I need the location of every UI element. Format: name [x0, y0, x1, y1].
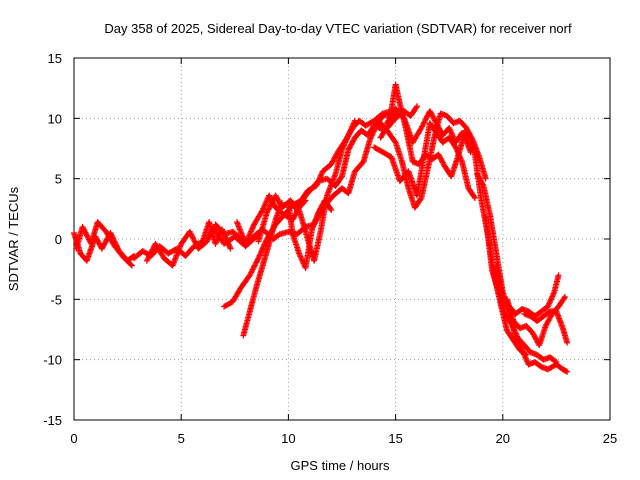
data-point	[561, 293, 568, 300]
series-track-11	[296, 117, 358, 264]
y-tick-label: 0	[55, 232, 62, 247]
data-point	[372, 123, 379, 130]
data-point	[262, 240, 269, 247]
series-track-20	[521, 308, 571, 346]
data-point	[257, 251, 264, 258]
data-point	[327, 205, 334, 212]
x-tick-label: 0	[70, 431, 77, 446]
data-point	[243, 238, 250, 245]
data-point	[376, 124, 383, 131]
data-point	[248, 228, 255, 235]
data-point	[261, 241, 268, 248]
data-point	[278, 199, 285, 206]
data-point	[255, 255, 262, 262]
y-axis-label: SDTVAR / TECUs	[6, 186, 21, 291]
data-point	[518, 345, 525, 352]
data-point	[564, 339, 571, 346]
data-point	[244, 235, 251, 242]
series-track-9	[240, 199, 285, 339]
data-point	[226, 242, 233, 249]
data-point	[245, 233, 252, 240]
data-point	[207, 230, 214, 237]
data-point	[259, 247, 266, 254]
data-point	[417, 196, 424, 203]
y-tick-label: -10	[43, 353, 62, 368]
data-point	[255, 253, 262, 260]
data-point	[205, 235, 212, 242]
data-point	[391, 138, 398, 145]
data-point	[246, 232, 253, 239]
data-point	[351, 117, 358, 124]
data-point	[260, 242, 267, 249]
data-point	[328, 207, 335, 214]
data-point	[301, 198, 308, 205]
series-track-2	[73, 219, 135, 269]
series-track-17	[482, 214, 560, 366]
series-track-4	[143, 225, 260, 269]
data-point	[206, 233, 213, 240]
data-point	[302, 197, 309, 204]
data-point	[246, 231, 253, 238]
data-marks	[71, 81, 571, 375]
y-tick-label: 15	[48, 51, 62, 66]
data-point	[259, 245, 266, 252]
data-point	[256, 252, 263, 259]
data-point	[479, 181, 486, 188]
chart-title: Day 358 of 2025, Sidereal Day-to-day VTE…	[104, 21, 572, 36]
data-point	[203, 238, 210, 245]
data-point	[248, 227, 255, 234]
x-tick-label: 5	[178, 431, 185, 446]
data-point	[244, 236, 251, 243]
data-point	[552, 358, 559, 365]
x-tick-label: 10	[281, 431, 295, 446]
data-point	[127, 261, 134, 268]
data-point	[373, 123, 380, 130]
data-point	[247, 229, 254, 236]
data-point	[207, 231, 214, 238]
y-tick-label: 5	[55, 172, 62, 187]
data-point	[413, 104, 420, 111]
data-point	[482, 175, 489, 182]
series-track-14	[377, 81, 474, 180]
data-point	[553, 359, 560, 366]
data-point	[243, 239, 250, 246]
axis-ticks: 0 5 10 15 20 25 -15 -10 -5 0 5 10 15	[43, 51, 617, 446]
x-tick-label: 20	[496, 431, 510, 446]
data-point	[375, 124, 382, 131]
series-track-19	[504, 293, 568, 349]
data-point	[561, 295, 568, 302]
data-point	[250, 222, 257, 229]
data-point	[564, 368, 571, 375]
y-tick-label: 10	[48, 111, 62, 126]
data-point	[242, 240, 249, 247]
data-point	[227, 245, 234, 252]
data-point	[128, 262, 135, 269]
data-point	[257, 249, 264, 256]
data-point	[555, 272, 562, 279]
data-point	[338, 174, 345, 181]
data-point	[205, 234, 212, 241]
x-tick-label: 15	[388, 431, 402, 446]
series-track-18	[493, 262, 562, 320]
x-axis-label: GPS time / hours	[291, 458, 390, 473]
data-point	[471, 193, 478, 200]
y-tick-label: -15	[43, 413, 62, 428]
data-point	[471, 194, 478, 201]
y-tick-label: -5	[50, 292, 62, 307]
data-point	[371, 122, 378, 129]
data-point	[249, 225, 256, 232]
data-point	[226, 244, 233, 251]
data-point	[258, 248, 265, 255]
data-point	[204, 237, 211, 244]
data-point	[414, 103, 421, 110]
x-tick-label: 25	[603, 431, 617, 446]
data-point	[563, 368, 570, 375]
data-point	[249, 224, 256, 231]
